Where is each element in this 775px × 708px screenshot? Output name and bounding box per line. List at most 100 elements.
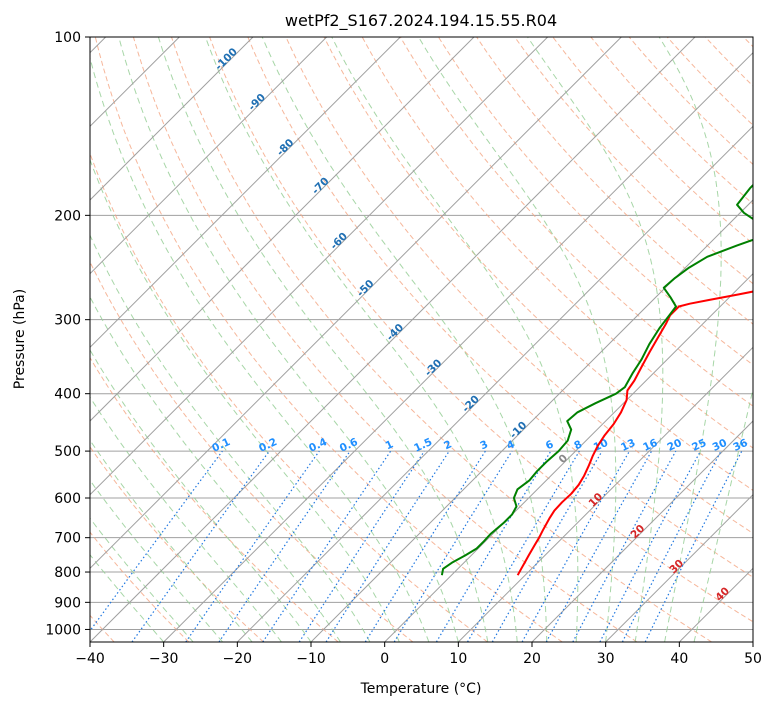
chart-title: wetPf2_S167.2024.194.15.55.R04 <box>285 11 557 31</box>
isotherm-line <box>90 37 549 496</box>
isotherms <box>90 37 753 642</box>
mixing-ratio-line <box>185 450 320 642</box>
dry-adiabat-line <box>90 356 339 642</box>
moist-adiabat-line <box>331 37 579 642</box>
moist-adiabat-line <box>90 158 400 642</box>
mixing-ratio-label: 8 <box>572 438 584 452</box>
moist-adiabat-line <box>90 296 341 642</box>
y-tick-label: 300 <box>54 313 81 329</box>
mixing-ratio-label: 30 <box>711 437 729 454</box>
dry-adiabat-line <box>94 37 563 642</box>
dry-adiabat-line <box>247 37 753 578</box>
y-tick-label: 700 <box>54 531 81 547</box>
mixing-ratio-label: 16 <box>641 437 659 454</box>
moist-adiabat-line <box>90 396 282 642</box>
mixing-ratio-label: 36 <box>731 437 749 454</box>
dry-adiabat-line <box>399 37 753 407</box>
mixing-ratio-line <box>325 450 450 642</box>
mixing-ratio-line <box>393 450 513 642</box>
isotherm-line <box>90 37 401 349</box>
y-tick-label: 200 <box>54 208 81 224</box>
mixing-ratio-label: 1 <box>384 438 396 452</box>
dry-adiabat-line <box>323 37 753 491</box>
mixing-ratio-label: 25 <box>690 437 708 454</box>
isotherm-line <box>457 346 753 642</box>
dry-adiabats <box>90 37 753 642</box>
moist-adiabat-line <box>157 37 489 642</box>
mixing-ratio-label: 20 <box>665 437 683 454</box>
mixing-ratio-label: 3 <box>478 438 490 452</box>
y-tick-label: 900 <box>54 595 81 611</box>
dry-adiabat-line <box>90 260 414 642</box>
y-tick-label: 800 <box>54 565 81 581</box>
isotherm-line <box>163 51 753 642</box>
moist-adiabat-line <box>90 479 223 642</box>
x-tick-label: 50 <box>744 651 762 667</box>
mixing-ratio-line <box>90 450 223 632</box>
x-axis: −40 −30 −20 −10 0 10 20 30 40 50 <box>75 642 762 667</box>
mixing-ratio-line <box>572 450 677 642</box>
mixing-ratio-line <box>491 450 603 642</box>
moist-adiabat-line <box>90 55 430 642</box>
y-tick-label: 600 <box>54 491 81 507</box>
x-tick-label: 40 <box>670 651 688 667</box>
plot-frame <box>89 36 754 643</box>
mixing-ratio-line <box>364 450 486 642</box>
isotherm-line <box>90 37 622 570</box>
dry-adiabat-line <box>171 37 712 642</box>
x-tick-label: 30 <box>597 651 615 667</box>
y-tick-label: 100 <box>54 30 81 46</box>
x-axis-label: Temperature (°C) <box>360 681 482 697</box>
mixing-ratio-label: 13 <box>619 437 637 454</box>
moist-adiabat-line <box>261 37 548 642</box>
moist-adiabat-line <box>693 386 753 642</box>
plot-area: 0.1 0.2 0.4 0.6 1 1.5 2 3 4 6 8 10 13 16 20 25 30 36-100-… <box>90 37 753 642</box>
isotherm-line <box>531 420 753 642</box>
mixing-ratio-line <box>218 450 351 642</box>
isotherm-line <box>90 37 475 422</box>
dry-adiabat-line <box>90 531 190 642</box>
dry-adiabat-line <box>437 37 753 366</box>
y-tick-label: 400 <box>54 387 81 403</box>
moist-adiabat-line <box>658 37 722 642</box>
x-tick-label: 20 <box>523 651 541 667</box>
isobar-grid <box>90 37 753 630</box>
mixing-ratio-line <box>466 450 580 642</box>
x-tick-label: −30 <box>149 651 179 667</box>
isotherm-line <box>90 37 254 201</box>
y-axis: 100 200 300 400 500 600 700 800 900 1000 <box>45 30 90 638</box>
moist-adiabat-line <box>90 439 253 642</box>
dry-adiabat-line <box>209 37 753 623</box>
moist-adiabat-line <box>90 517 194 642</box>
moist-adiabat-line <box>418 37 617 642</box>
x-tick-label: −40 <box>75 651 105 667</box>
dry-adiabat-line <box>285 37 753 534</box>
isotherm-line <box>605 493 753 642</box>
isotherm-line <box>310 199 753 642</box>
moist-adiabat-line <box>527 37 664 642</box>
dewpoint-line <box>440 183 753 576</box>
dry-adiabat-line <box>590 37 753 205</box>
x-tick-label: 10 <box>449 651 467 667</box>
moist-adiabat-line <box>204 37 518 642</box>
temperature-line <box>516 290 753 576</box>
dry-adiabat-line <box>476 37 753 325</box>
isotherm-line <box>384 272 753 642</box>
isotherm-line <box>90 37 328 275</box>
isotherm-line <box>236 125 753 642</box>
profile-series <box>440 183 753 576</box>
moist-adiabat-line <box>90 234 371 642</box>
mixing-ratio-label: 6 <box>544 438 556 452</box>
mixing-ratio-line <box>131 450 270 642</box>
dry-adiabat-line <box>552 37 753 245</box>
mixing-ratio-line <box>435 450 552 642</box>
isotherm-line <box>90 37 696 642</box>
mixing-ratio-lines <box>90 450 743 642</box>
x-tick-label: −20 <box>223 651 253 667</box>
mixing-ratio-label: 2 <box>442 438 454 452</box>
x-tick-label: −10 <box>296 651 326 667</box>
dry-adiabat-line <box>132 37 638 642</box>
moist-adiabat-line <box>90 554 165 642</box>
